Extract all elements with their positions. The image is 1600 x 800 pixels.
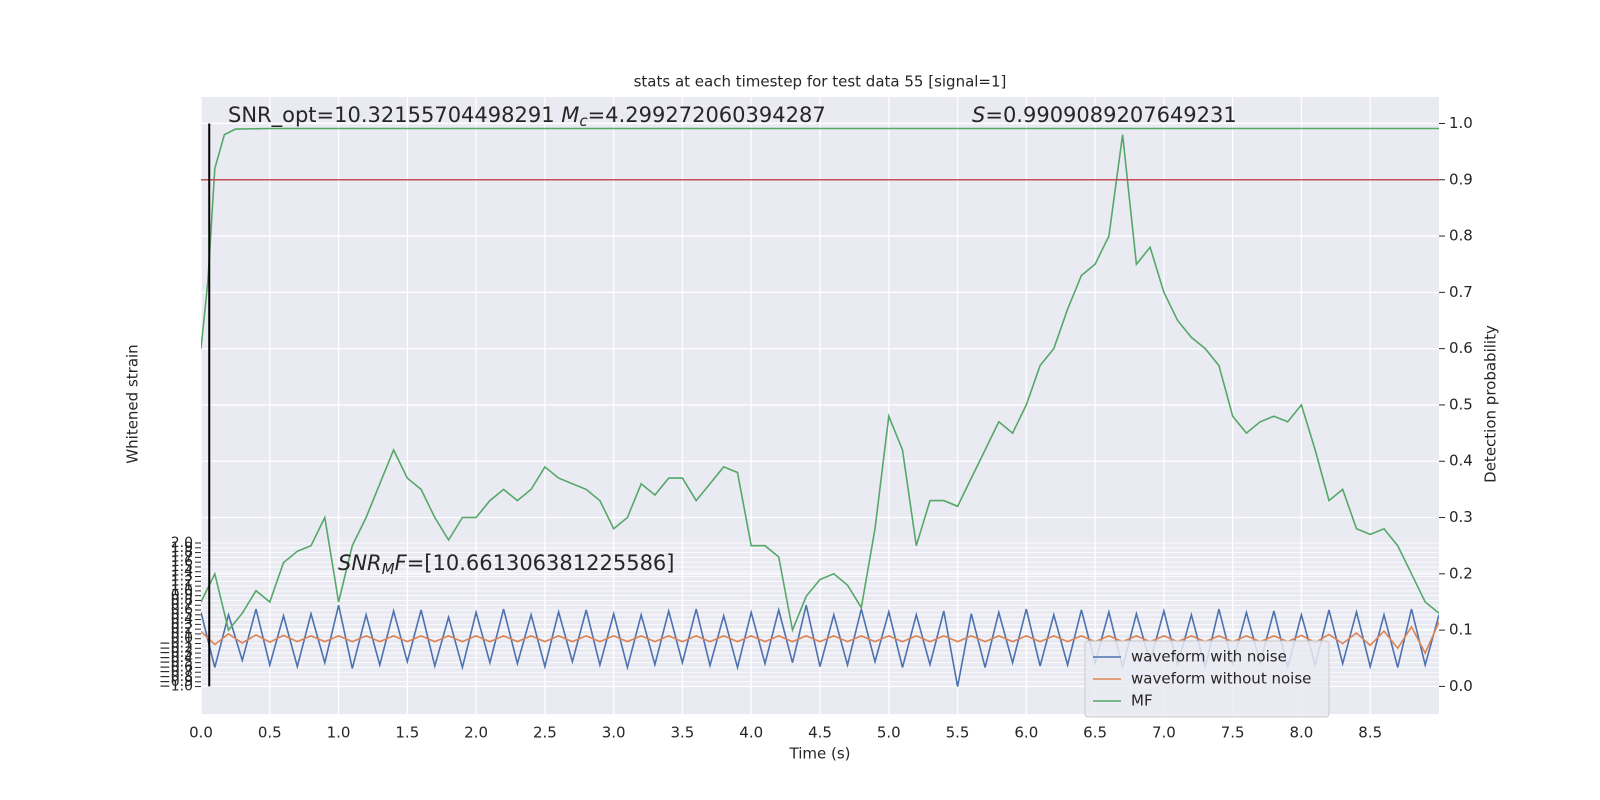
y-tick-label: 0.8 xyxy=(171,592,193,608)
series-line xyxy=(201,127,1439,349)
y2-tick-label: 0.2 xyxy=(1449,564,1473,582)
legend-box xyxy=(1084,640,1330,718)
annotation: S=0.9909089207649231 xyxy=(972,103,1237,127)
y-tick-label: 1.6 xyxy=(171,554,193,570)
annotation-part: =[10.661306381225586] xyxy=(407,551,675,575)
x-tick-label: 1.5 xyxy=(395,724,419,742)
legend-label: waveform without noise xyxy=(1131,670,1311,688)
annotation: SNRMF=[10.661306381225586] xyxy=(338,551,674,578)
x-tick-label: 5.5 xyxy=(946,724,970,742)
x-tick-label: 2.0 xyxy=(464,724,488,742)
y-tick-label: 0.9 xyxy=(171,588,193,604)
chart-title: stats at each timestep for test data 55 … xyxy=(634,73,1007,91)
annotation-part: c xyxy=(579,112,588,130)
annotation-part: =4.299272060394287 xyxy=(588,103,826,127)
x-tick-label: 8.5 xyxy=(1358,724,1382,742)
y-tick-label: 1.7 xyxy=(171,549,193,565)
y-tick-label: −1.0 xyxy=(159,679,193,695)
x-tick-label: 4.5 xyxy=(808,724,832,742)
series-line xyxy=(201,134,1439,633)
y2-tick-label: 0.6 xyxy=(1449,339,1473,357)
x-tick-label: 3.0 xyxy=(602,724,626,742)
legend-label: MF xyxy=(1131,692,1153,710)
x-tick-label: 8.0 xyxy=(1290,724,1314,742)
x-tick-label: 6.0 xyxy=(1014,724,1038,742)
y-tick-label: 1.1 xyxy=(171,578,193,594)
y2-tick-label: 0.7 xyxy=(1449,283,1473,301)
y-tick-label: 0.1 xyxy=(171,626,193,642)
y2-tick-label: 0.4 xyxy=(1449,452,1473,470)
y2-tick-label: 0.0 xyxy=(1449,677,1473,695)
annotation-part: S xyxy=(972,103,985,127)
y-tick-label: 0.4 xyxy=(171,612,193,628)
y2-tick-label: 0.5 xyxy=(1449,395,1473,413)
x-tick-label: 7.0 xyxy=(1152,724,1176,742)
y-tick-label: 1.8 xyxy=(171,545,193,561)
y-tick-label: −0.8 xyxy=(159,669,193,685)
x-tick-label: 7.5 xyxy=(1221,724,1245,742)
y-tick-label: 0.3 xyxy=(171,616,193,632)
y2-tick-label: 0.1 xyxy=(1449,621,1473,639)
y-tick-label: 1.5 xyxy=(171,559,193,575)
y-tick-label: 0.5 xyxy=(171,607,193,623)
y-tick-label: −0.1 xyxy=(159,636,193,652)
annotation-part: M xyxy=(561,103,579,127)
y-tick-label: −0.5 xyxy=(159,655,193,671)
y-tick-label: 0.0 xyxy=(171,631,193,647)
x-tick-label: 3.5 xyxy=(671,724,695,742)
x-tick-label: 4.0 xyxy=(739,724,763,742)
x-tick-label: 2.5 xyxy=(533,724,557,742)
y-tick-label: 1.2 xyxy=(171,573,193,589)
y-tick-label: 1.0 xyxy=(171,583,193,599)
y-tick-label: 0.2 xyxy=(171,621,193,637)
y-tick-label: 1.3 xyxy=(171,569,193,585)
y2-tick-label: 0.8 xyxy=(1449,227,1473,245)
y-tick-label: −0.9 xyxy=(159,674,193,690)
y2-axis-label: Detection probability xyxy=(1482,325,1500,483)
annotation-part: =0.9909089207649231 xyxy=(985,103,1236,127)
y2-tick-label: 0.3 xyxy=(1449,508,1473,526)
legend-label: waveform with noise xyxy=(1131,648,1287,666)
y-tick-label: −0.3 xyxy=(159,645,193,661)
x-tick-label: 0.0 xyxy=(189,724,213,742)
annotation-part: SNR xyxy=(338,551,382,575)
y-tick-label: 1.4 xyxy=(171,564,193,580)
y-tick-label: 0.7 xyxy=(171,597,193,613)
y-tick-label: −0.7 xyxy=(159,664,193,680)
x-tick-label: 0.5 xyxy=(258,724,282,742)
y2-tick-label: 1.0 xyxy=(1449,114,1473,132)
annotation-part: F xyxy=(395,551,408,575)
y2-tick-label: 0.9 xyxy=(1449,170,1473,188)
y-tick-label: −0.4 xyxy=(159,650,193,666)
x-tick-label: 1.0 xyxy=(327,724,351,742)
y-tick-label: −0.6 xyxy=(159,659,193,675)
y-tick-label: −0.2 xyxy=(159,640,193,656)
x-tick-label: 6.5 xyxy=(1083,724,1107,742)
y-tick-label: 1.9 xyxy=(171,540,193,556)
y-tick-label: 0.6 xyxy=(171,602,193,618)
x-tick-label: 5.0 xyxy=(877,724,901,742)
annotation-part: SNR_opt=10.32155704498291 xyxy=(228,103,561,128)
annotation-part: M xyxy=(382,560,395,578)
y-axis-label: Whitened strain xyxy=(124,344,142,463)
y-tick-label: 2.0 xyxy=(171,535,193,551)
annotation: SNR_opt=10.32155704498291 Mc=4.299272060… xyxy=(228,103,826,130)
x-axis-label: Time (s) xyxy=(789,745,851,763)
